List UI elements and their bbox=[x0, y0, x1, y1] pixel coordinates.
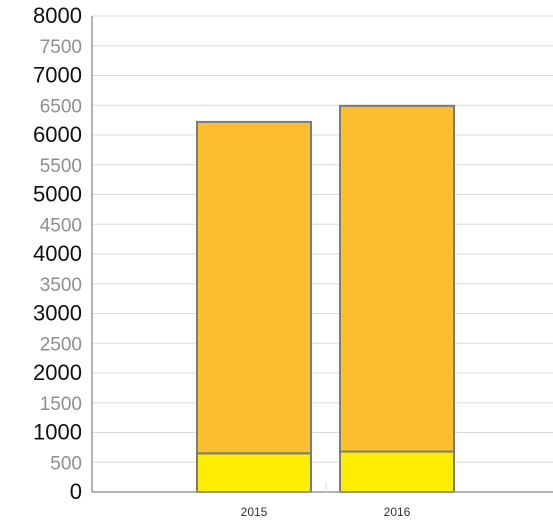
y-tick-label: 5500 bbox=[40, 156, 82, 177]
y-tick-label: 2000 bbox=[33, 360, 82, 385]
y-tick-label: 1000 bbox=[33, 420, 82, 445]
bar-segment-top bbox=[339, 104, 455, 453]
bars-layer bbox=[196, 104, 455, 494]
y-tick-label: 1500 bbox=[40, 394, 82, 415]
axes-layer bbox=[91, 16, 553, 493]
y-tick-label: 7500 bbox=[40, 37, 82, 58]
y-tick-label: 3000 bbox=[33, 301, 82, 326]
bar-segment-top bbox=[196, 120, 312, 455]
grid-layer bbox=[92, 15, 553, 463]
y-tick-label: 5000 bbox=[33, 182, 82, 207]
y-tick-label: 500 bbox=[50, 453, 82, 474]
y-tick-label: 8000 bbox=[33, 3, 82, 28]
y-tick-label: 2500 bbox=[40, 334, 82, 355]
x-category-label: 2015 bbox=[241, 505, 268, 519]
y-tick-label: 7000 bbox=[33, 63, 82, 88]
y-tick-label: 4000 bbox=[33, 241, 82, 266]
y-tick-label: 4500 bbox=[40, 215, 82, 236]
bar-segment-bottom bbox=[339, 450, 455, 494]
labels-layer: 0 500 1000 1500 2000 2500 3000 3500 4000 4500 5000… bbox=[33, 3, 411, 519]
bar-segment-bottom bbox=[196, 452, 312, 494]
y-tick-label: 0 bbox=[70, 479, 82, 504]
y-tick-label: 6000 bbox=[33, 122, 82, 147]
y-tick-label: 6500 bbox=[40, 96, 82, 117]
y-tick-label: 3500 bbox=[40, 275, 82, 296]
x-category-label: 2016 bbox=[384, 505, 411, 519]
